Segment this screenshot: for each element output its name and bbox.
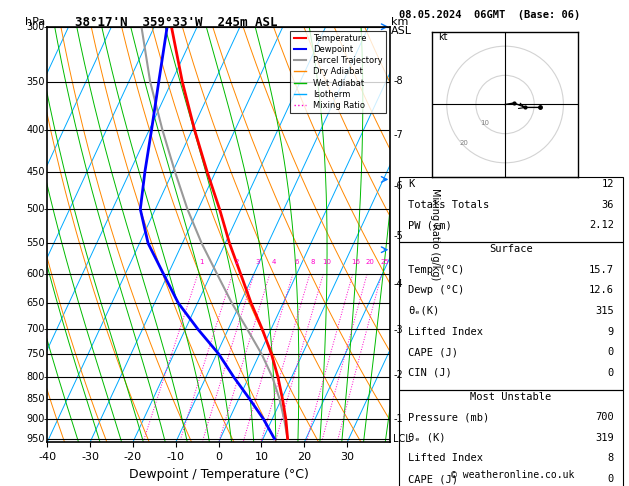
Text: hPa: hPa	[25, 17, 45, 27]
Text: 319: 319	[595, 433, 614, 443]
Text: Dewp (°C): Dewp (°C)	[408, 285, 465, 295]
Text: 400: 400	[26, 124, 45, 135]
Text: -5: -5	[393, 231, 403, 241]
Text: -1: -1	[393, 414, 403, 424]
Text: 9: 9	[608, 327, 614, 336]
Text: 12.6: 12.6	[589, 285, 614, 295]
Text: -4: -4	[393, 279, 403, 289]
Text: 4: 4	[271, 259, 276, 265]
Text: CIN (J): CIN (J)	[408, 368, 452, 378]
Bar	[399, 177, 623, 243]
Text: -2: -2	[393, 370, 403, 380]
Text: LCL: LCL	[393, 434, 411, 444]
Text: Lifted Index: Lifted Index	[408, 327, 483, 336]
Text: 700: 700	[26, 325, 45, 334]
Text: 500: 500	[26, 204, 45, 214]
Text: © weatheronline.co.uk: © weatheronline.co.uk	[451, 470, 574, 480]
Text: 36: 36	[601, 200, 614, 209]
Text: 300: 300	[26, 22, 45, 32]
Text: 10: 10	[322, 259, 331, 265]
Text: 800: 800	[26, 372, 45, 382]
Text: K: K	[408, 179, 415, 189]
Text: CAPE (J): CAPE (J)	[408, 474, 459, 484]
Text: 38°17'N  359°33'W  245m ASL: 38°17'N 359°33'W 245m ASL	[75, 16, 278, 29]
Text: 12: 12	[601, 179, 614, 189]
Text: 20: 20	[366, 259, 375, 265]
Text: -7: -7	[393, 130, 403, 140]
Text: 0: 0	[608, 368, 614, 378]
Text: 20: 20	[460, 140, 469, 146]
Text: 3: 3	[255, 259, 260, 265]
Text: θₑ(K): θₑ(K)	[408, 306, 440, 316]
Text: Temp (°C): Temp (°C)	[408, 264, 465, 275]
Text: 6: 6	[294, 259, 299, 265]
Text: 8: 8	[311, 259, 316, 265]
Text: 450: 450	[26, 167, 45, 176]
Text: 650: 650	[26, 298, 45, 308]
Text: Most Unstable: Most Unstable	[470, 392, 552, 401]
Text: -6: -6	[393, 181, 403, 191]
Text: θₑ (K): θₑ (K)	[408, 433, 446, 443]
Text: Lifted Index: Lifted Index	[408, 453, 483, 464]
Bar	[399, 390, 623, 486]
Text: 15.7: 15.7	[589, 264, 614, 275]
Legend: Temperature, Dewpoint, Parcel Trajectory, Dry Adiabat, Wet Adiabat, Isotherm, Mi: Temperature, Dewpoint, Parcel Trajectory…	[291, 31, 386, 113]
Text: 16: 16	[352, 259, 360, 265]
Text: -8: -8	[393, 76, 403, 86]
Bar	[399, 243, 623, 390]
Text: 25: 25	[381, 259, 389, 265]
Text: 850: 850	[26, 394, 45, 404]
Text: 10: 10	[480, 120, 489, 126]
Text: Totals Totals: Totals Totals	[408, 200, 489, 209]
Text: -3: -3	[393, 325, 403, 335]
Text: km: km	[391, 17, 409, 27]
Text: Pressure (mb): Pressure (mb)	[408, 412, 489, 422]
Text: Mixing Ratio (g/kg): Mixing Ratio (g/kg)	[430, 189, 440, 280]
Text: 900: 900	[26, 414, 45, 424]
Text: 0: 0	[608, 474, 614, 484]
Text: 0: 0	[608, 347, 614, 357]
Text: 1: 1	[199, 259, 204, 265]
Text: CAPE (J): CAPE (J)	[408, 347, 459, 357]
Text: 08.05.2024  06GMT  (Base: 06): 08.05.2024 06GMT (Base: 06)	[399, 10, 581, 20]
Text: PW (cm): PW (cm)	[408, 220, 452, 230]
Text: 2.12: 2.12	[589, 220, 614, 230]
Text: 600: 600	[26, 269, 45, 279]
Text: 2: 2	[234, 259, 238, 265]
X-axis label: Dewpoint / Temperature (°C): Dewpoint / Temperature (°C)	[129, 468, 308, 481]
Text: Surface: Surface	[489, 244, 533, 254]
Text: kt: kt	[438, 33, 447, 42]
Text: 8: 8	[608, 453, 614, 464]
Text: 550: 550	[26, 238, 45, 248]
Text: 950: 950	[26, 434, 45, 444]
Text: 315: 315	[595, 306, 614, 316]
Text: ASL: ASL	[391, 26, 412, 36]
Text: 350: 350	[26, 77, 45, 87]
Text: 750: 750	[26, 349, 45, 359]
Text: 700: 700	[595, 412, 614, 422]
